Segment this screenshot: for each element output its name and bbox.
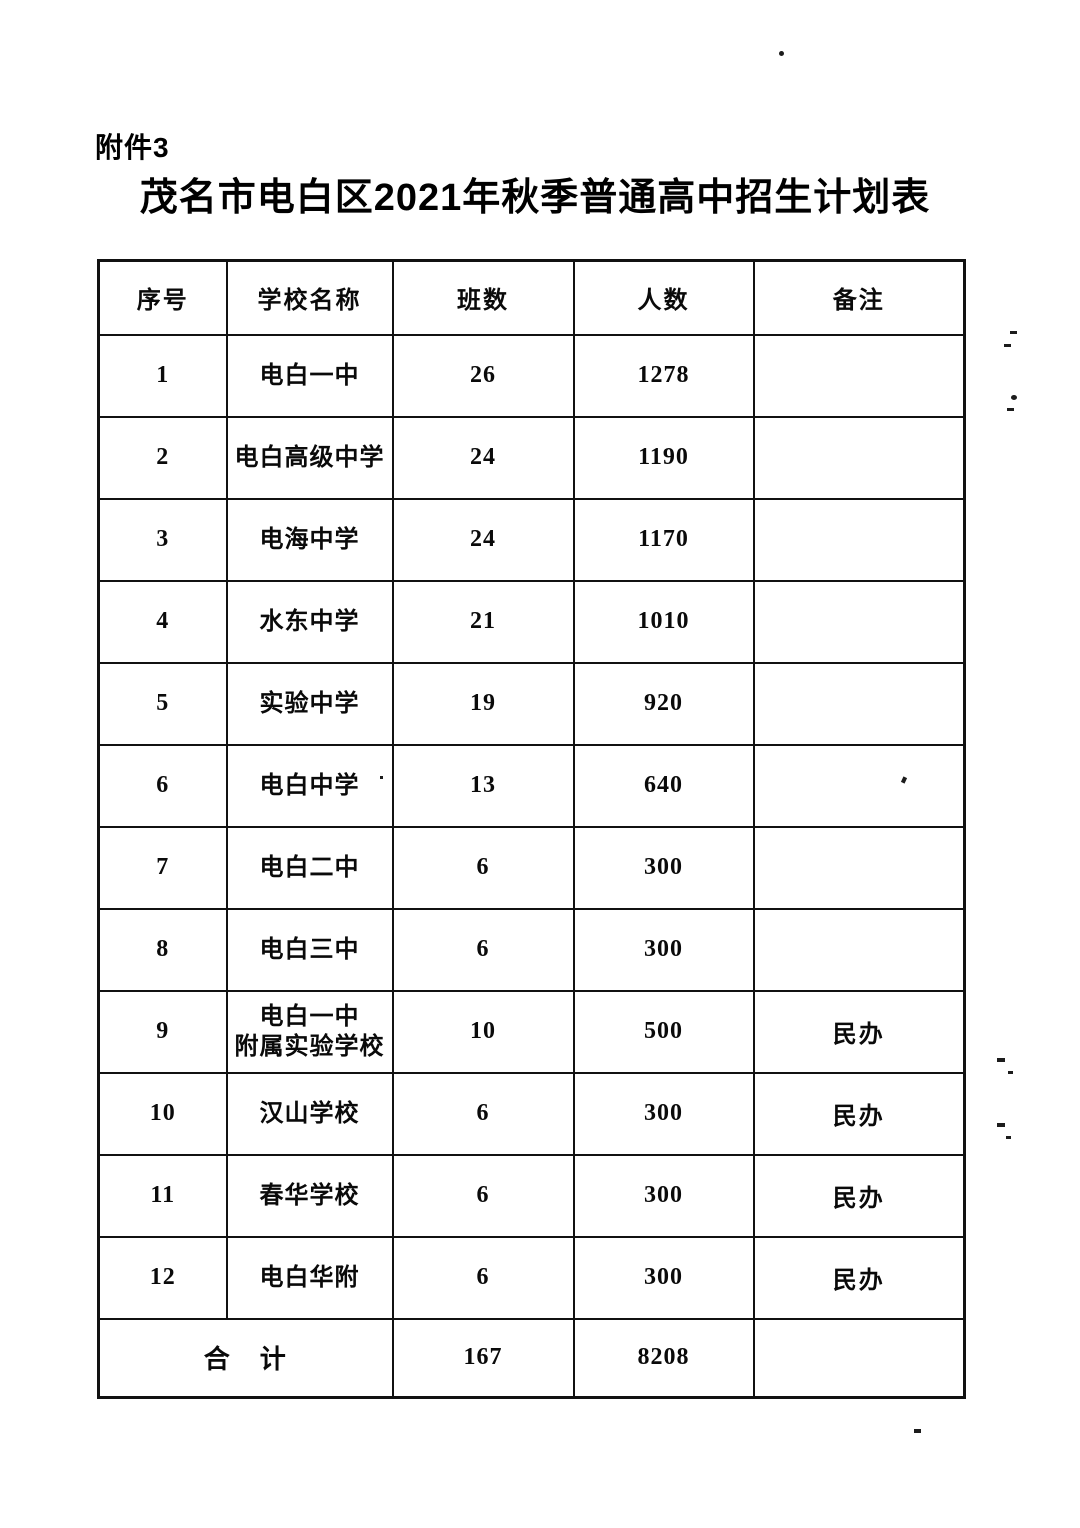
scan-speck <box>914 1429 921 1433</box>
table-row: 1 电白一中 26 1278 <box>97 333 966 418</box>
total-students: 8208 <box>572 1317 755 1399</box>
cell-class-count: 21 <box>391 579 575 664</box>
cell-school-name: 电白高级中学 <box>225 415 394 500</box>
scan-speck <box>1006 1136 1011 1139</box>
total-label: 合 计 <box>97 1317 394 1399</box>
scan-speck <box>779 51 784 56</box>
table-row: 11 春华学校 6 300 民办 <box>97 1153 966 1238</box>
table-row: 2 电白高级中学 24 1190 <box>97 415 966 500</box>
column-header-serial: 序号 <box>97 259 228 336</box>
cell-student-count: 300 <box>572 1071 755 1156</box>
cell-remark: 民办 <box>752 1071 966 1156</box>
cell-serial: 8 <box>97 907 228 992</box>
table-header-row: 序号 学校名称 班数 人数 备注 <box>97 259 966 336</box>
cell-student-count: 300 <box>572 1153 755 1238</box>
cell-remark: 民办 <box>752 1235 966 1320</box>
table-row: 9 电白一中 附属实验学校 10 500 民办 <box>97 989 966 1074</box>
table-row: 10 汉山学校 6 300 民办 <box>97 1071 966 1156</box>
cell-school-name: 电白一中 <box>225 333 394 418</box>
cell-serial: 9 <box>97 989 228 1074</box>
total-remark <box>752 1317 966 1399</box>
cell-remark <box>752 333 966 418</box>
scan-speck <box>997 1058 1005 1062</box>
cell-school-name: 电海中学 <box>225 497 394 582</box>
cell-school-name: 实验中学 <box>225 661 394 746</box>
cell-school-name: 电白中学 <box>225 743 394 828</box>
table-row: 6 电白中学 13 640 <box>97 743 966 828</box>
table-row: 5 实验中学 19 920 <box>97 661 966 746</box>
cell-class-count: 19 <box>391 661 575 746</box>
cell-serial: 2 <box>97 415 228 500</box>
cell-school-name: 电白华附 <box>225 1235 394 1320</box>
total-row: 合 计 167 8208 <box>97 1317 966 1399</box>
cell-class-count: 10 <box>391 989 575 1074</box>
cell-student-count: 1190 <box>572 415 755 500</box>
cell-remark <box>752 579 966 664</box>
cell-remark <box>752 743 966 828</box>
cell-serial: 3 <box>97 497 228 582</box>
cell-serial: 1 <box>97 333 228 418</box>
table-row: 8 电白三中 6 300 <box>97 907 966 992</box>
cell-student-count: 640 <box>572 743 755 828</box>
scan-speck <box>1008 1071 1013 1074</box>
cell-class-count: 6 <box>391 907 575 992</box>
table-row: 7 电白二中 6 300 <box>97 825 966 910</box>
enrollment-plan-table: 序号 学校名称 班数 人数 备注 1 电白一中 26 1278 2 电白高级中学… <box>97 259 966 1399</box>
cell-remark: 民办 <box>752 1153 966 1238</box>
scan-speck <box>1010 331 1017 334</box>
cell-class-count: 24 <box>391 415 575 500</box>
cell-student-count: 300 <box>572 1235 755 1320</box>
column-header-remark: 备注 <box>752 259 966 336</box>
page-title: 茂名市电白区2021年秋季普通高中招生计划表 <box>139 177 931 219</box>
table-row: 3 电海中学 24 1170 <box>97 497 966 582</box>
scan-speck <box>380 776 383 779</box>
cell-class-count: 6 <box>391 1153 575 1238</box>
cell-class-count: 6 <box>391 1071 575 1156</box>
cell-student-count: 300 <box>572 907 755 992</box>
table-row: 4 水东中学 21 1010 <box>97 579 966 664</box>
cell-class-count: 26 <box>391 333 575 418</box>
cell-remark <box>752 661 966 746</box>
scan-speck <box>997 1123 1005 1127</box>
cell-school-name: 汉山学校 <box>225 1071 394 1156</box>
cell-school-name: 春华学校 <box>225 1153 394 1238</box>
cell-school-name: 电白二中 <box>225 825 394 910</box>
cell-serial: 5 <box>97 661 228 746</box>
cell-class-count: 6 <box>391 1235 575 1320</box>
cell-serial: 4 <box>97 579 228 664</box>
cell-remark <box>752 415 966 500</box>
column-header-students: 人数 <box>572 259 755 336</box>
cell-serial: 6 <box>97 743 228 828</box>
cell-school-name: 电白一中 附属实验学校 <box>225 989 394 1074</box>
cell-student-count: 1010 <box>572 579 755 664</box>
attachment-label: 附件3 <box>95 132 170 163</box>
cell-serial: 12 <box>97 1235 228 1320</box>
cell-serial: 10 <box>97 1071 228 1156</box>
cell-student-count: 500 <box>572 989 755 1074</box>
column-header-school: 学校名称 <box>225 259 394 336</box>
cell-student-count: 300 <box>572 825 755 910</box>
scan-speck <box>1004 344 1011 347</box>
cell-school-name: 电白三中 <box>225 907 394 992</box>
cell-remark <box>752 825 966 910</box>
cell-class-count: 13 <box>391 743 575 828</box>
cell-remark <box>752 497 966 582</box>
cell-student-count: 920 <box>572 661 755 746</box>
cell-class-count: 24 <box>391 497 575 582</box>
cell-remark: 民办 <box>752 989 966 1074</box>
total-classes: 167 <box>391 1317 575 1399</box>
scan-speck <box>1011 395 1017 400</box>
cell-school-name: 水东中学 <box>225 579 394 664</box>
cell-class-count: 6 <box>391 825 575 910</box>
table-row: 12 电白华附 6 300 民办 <box>97 1235 966 1320</box>
cell-student-count: 1170 <box>572 497 755 582</box>
scan-speck <box>1007 408 1014 411</box>
cell-serial: 7 <box>97 825 228 910</box>
table-body: 1 电白一中 26 1278 2 电白高级中学 24 1190 3 电海中学 2… <box>97 333 966 1320</box>
cell-serial: 11 <box>97 1153 228 1238</box>
column-header-classes: 班数 <box>391 259 575 336</box>
cell-remark <box>752 907 966 992</box>
cell-student-count: 1278 <box>572 333 755 418</box>
